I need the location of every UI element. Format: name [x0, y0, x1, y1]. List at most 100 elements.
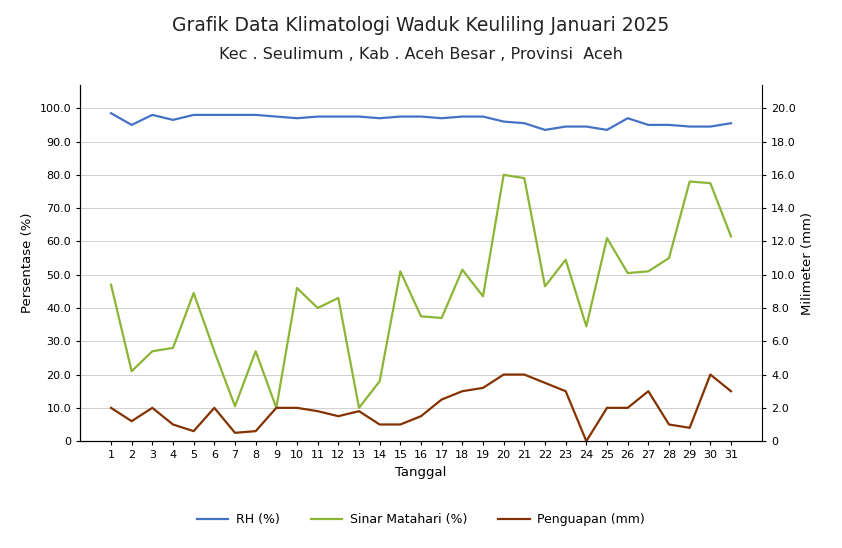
Sinar Matahari (%)	[106, 281, 116, 288]
Penguapan (mm)	[312, 408, 322, 414]
RH (%)	[126, 122, 136, 128]
Legend: RH (%), Sinar Matahari (%), Penguapan (mm): RH (%), Sinar Matahari (%), Penguapan (m…	[192, 508, 650, 531]
RH (%)	[457, 113, 467, 120]
Sinar Matahari (%)	[643, 268, 653, 275]
Penguapan (mm)	[251, 428, 261, 435]
Penguapan (mm)	[416, 413, 426, 419]
Sinar Matahari (%)	[292, 285, 302, 292]
RH (%)	[685, 123, 695, 130]
Text: Grafik Data Klimatologi Waduk Keuliling Januari 2025: Grafik Data Klimatologi Waduk Keuliling …	[173, 16, 669, 36]
Penguapan (mm)	[622, 404, 632, 411]
RH (%)	[168, 117, 178, 123]
Sinar Matahari (%)	[498, 172, 509, 178]
Sinar Matahari (%)	[395, 268, 405, 275]
RH (%)	[437, 115, 447, 122]
Sinar Matahari (%)	[210, 348, 220, 355]
Penguapan (mm)	[540, 380, 550, 386]
RH (%)	[312, 113, 322, 120]
Penguapan (mm)	[602, 404, 612, 411]
Sinar Matahari (%)	[457, 266, 467, 273]
RH (%)	[375, 115, 385, 122]
RH (%)	[540, 127, 550, 133]
Penguapan (mm)	[561, 388, 571, 395]
Sinar Matahari (%)	[726, 233, 736, 239]
RH (%)	[622, 115, 632, 122]
RH (%)	[292, 115, 302, 122]
Sinar Matahari (%)	[271, 404, 281, 411]
Penguapan (mm)	[478, 385, 488, 391]
Penguapan (mm)	[106, 404, 116, 411]
X-axis label: Tanggal: Tanggal	[395, 466, 447, 479]
Sinar Matahari (%)	[685, 178, 695, 185]
Penguapan (mm)	[126, 418, 136, 425]
RH (%)	[147, 112, 157, 118]
Sinar Matahari (%)	[602, 235, 612, 241]
Line: Sinar Matahari (%): Sinar Matahari (%)	[111, 175, 731, 408]
Penguapan (mm)	[354, 408, 364, 414]
Sinar Matahari (%)	[706, 180, 716, 186]
Penguapan (mm)	[230, 430, 240, 436]
Penguapan (mm)	[189, 428, 199, 435]
Penguapan (mm)	[685, 425, 695, 431]
RH (%)	[602, 127, 612, 133]
Sinar Matahari (%)	[540, 283, 550, 290]
RH (%)	[333, 113, 344, 120]
Penguapan (mm)	[581, 438, 591, 444]
Sinar Matahari (%)	[251, 348, 261, 355]
Penguapan (mm)	[643, 388, 653, 395]
Text: Kec . Seulimum , Kab . Aceh Besar , Provinsi  Aceh: Kec . Seulimum , Kab . Aceh Besar , Prov…	[219, 47, 623, 61]
RH (%)	[354, 113, 364, 120]
Sinar Matahari (%)	[664, 255, 674, 261]
Y-axis label: Milimeter (mm): Milimeter (mm)	[802, 212, 814, 315]
Sinar Matahari (%)	[230, 403, 240, 409]
RH (%)	[416, 113, 426, 120]
Penguapan (mm)	[437, 396, 447, 403]
Sinar Matahari (%)	[126, 368, 136, 374]
Penguapan (mm)	[706, 372, 716, 378]
Penguapan (mm)	[726, 388, 736, 395]
Penguapan (mm)	[271, 404, 281, 411]
Sinar Matahari (%)	[520, 175, 530, 181]
RH (%)	[189, 112, 199, 118]
Sinar Matahari (%)	[478, 293, 488, 300]
RH (%)	[498, 118, 509, 125]
RH (%)	[210, 112, 220, 118]
Penguapan (mm)	[498, 372, 509, 378]
RH (%)	[643, 122, 653, 128]
Y-axis label: Persentase (%): Persentase (%)	[21, 213, 34, 313]
Penguapan (mm)	[333, 413, 344, 419]
Sinar Matahari (%)	[561, 256, 571, 263]
Penguapan (mm)	[147, 404, 157, 411]
Sinar Matahari (%)	[416, 313, 426, 319]
Penguapan (mm)	[210, 404, 220, 411]
Sinar Matahari (%)	[354, 404, 364, 411]
Penguapan (mm)	[168, 421, 178, 428]
Sinar Matahari (%)	[375, 378, 385, 385]
RH (%)	[561, 123, 571, 130]
Sinar Matahari (%)	[333, 295, 344, 301]
Sinar Matahari (%)	[622, 270, 632, 276]
Sinar Matahari (%)	[147, 348, 157, 355]
Penguapan (mm)	[520, 372, 530, 378]
Sinar Matahari (%)	[437, 315, 447, 321]
RH (%)	[664, 122, 674, 128]
RH (%)	[230, 112, 240, 118]
Penguapan (mm)	[375, 421, 385, 428]
Penguapan (mm)	[292, 404, 302, 411]
Sinar Matahari (%)	[189, 290, 199, 296]
RH (%)	[395, 113, 405, 120]
Sinar Matahari (%)	[581, 323, 591, 329]
RH (%)	[478, 113, 488, 120]
Sinar Matahari (%)	[168, 345, 178, 351]
RH (%)	[706, 123, 716, 130]
Line: RH (%): RH (%)	[111, 113, 731, 130]
Penguapan (mm)	[664, 421, 674, 428]
Penguapan (mm)	[457, 388, 467, 395]
Sinar Matahari (%)	[312, 305, 322, 311]
RH (%)	[251, 112, 261, 118]
RH (%)	[726, 120, 736, 127]
Penguapan (mm)	[395, 421, 405, 428]
RH (%)	[271, 113, 281, 120]
RH (%)	[106, 110, 116, 117]
RH (%)	[520, 120, 530, 127]
